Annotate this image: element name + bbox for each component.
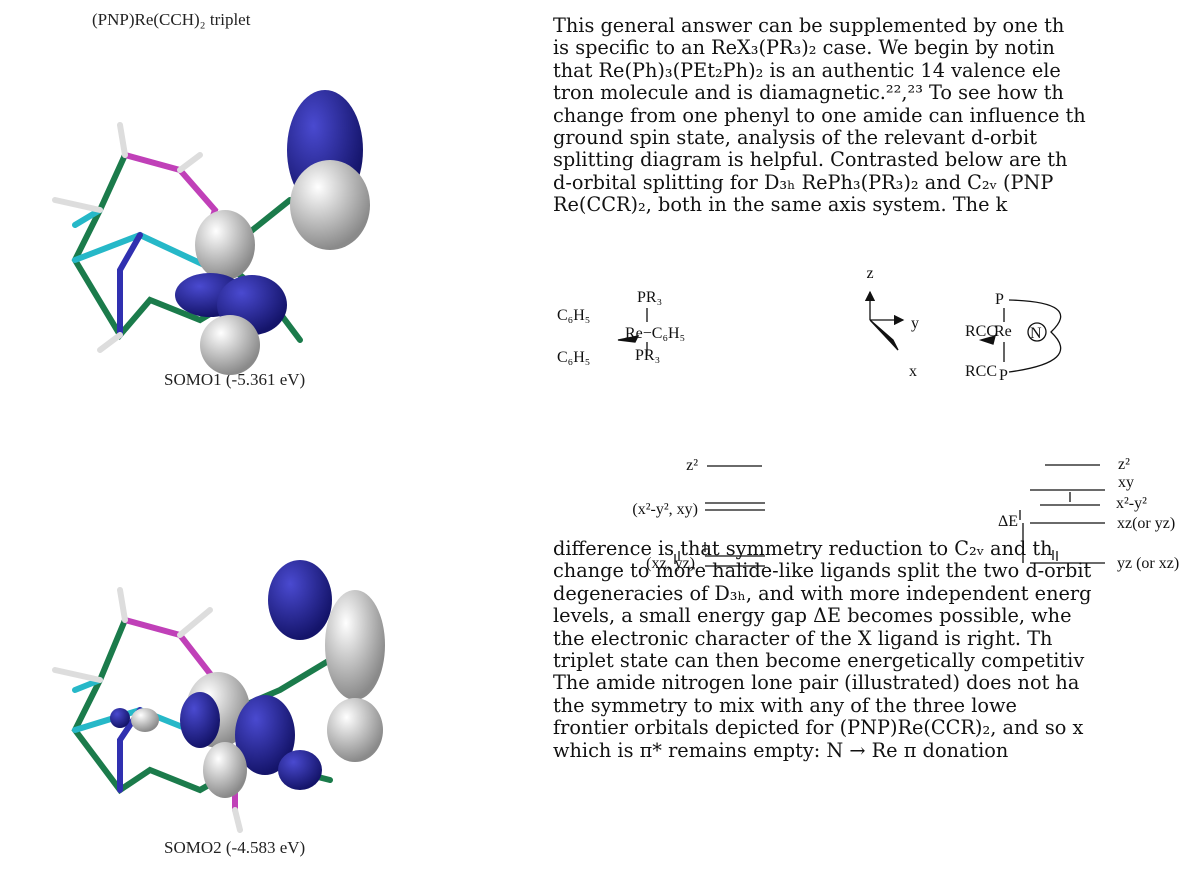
text-line: ground spin state, analysis of the relev… xyxy=(553,126,1037,149)
structure-label: PR₃ xyxy=(637,289,662,306)
text-line: frontier orbitals depicted for (PNP)Re(C… xyxy=(553,716,1083,739)
axis-label: y xyxy=(911,315,919,332)
structure-label: Re xyxy=(994,323,1012,340)
text-line: is specific to an ReX₃(PR₃)₂ case. We be… xyxy=(553,36,1055,59)
text-line: triplet state can then become energetica… xyxy=(553,649,1084,672)
text-line: levels, a small energy gap ΔE becomes po… xyxy=(553,604,1072,627)
orbital-images xyxy=(0,0,400,888)
structure-label: Re−C₆H₅ xyxy=(625,325,685,342)
text-line: degeneracies of D₃ₕ, and with more indep… xyxy=(553,582,1091,605)
text-line: This general answer can be supplemented … xyxy=(553,14,1064,37)
level-label: x²-y² xyxy=(1116,495,1147,512)
structure-label: C₆H₅ xyxy=(557,349,590,366)
level-label: yz (or xz) xyxy=(1117,555,1179,572)
text-line: d-orbital splitting for D₃ₕ RePh₃(PR₃)₂ … xyxy=(553,171,1053,194)
molecule-2 xyxy=(55,560,385,830)
text-line: tron molecule and is diamagnetic.²²,²³ T… xyxy=(553,81,1064,104)
level-label: (x²-y², xy) xyxy=(632,501,698,518)
text-line: The amide nitrogen lone pair (illustrate… xyxy=(553,671,1079,694)
level-label: z² xyxy=(686,457,698,474)
level-label: z² xyxy=(1118,456,1130,473)
structure-label: C₆H₅ xyxy=(557,307,590,324)
text-line: Re(CCR)₂, both in the same axis system. … xyxy=(553,193,1007,216)
structure-label: P xyxy=(995,291,1004,308)
level-label: xy xyxy=(1118,474,1134,491)
page: (PNP)Re(CCH)₂ triplet SOMO1 (-5.361 eV) … xyxy=(0,0,1193,888)
molecule-1 xyxy=(55,90,370,375)
structure-label: RCC xyxy=(965,363,997,380)
axis-label: z xyxy=(866,265,873,282)
text-line: that Re(Ph)₃(PEt₂Ph)₂ is an authentic 14… xyxy=(553,59,1061,82)
structure-label: RCC xyxy=(965,323,997,340)
axis-label: x xyxy=(909,363,917,380)
structure-label: PR₃ xyxy=(635,347,660,364)
level-label: xz(or yz) xyxy=(1117,515,1175,532)
structure-label: P xyxy=(999,367,1008,384)
structure-label: N xyxy=(1030,325,1042,342)
text-line: which is π* remains empty: N → Re π dona… xyxy=(553,739,1008,762)
gap-label: ΔE xyxy=(998,513,1018,530)
text-line: the symmetry to mix with any of the thre… xyxy=(553,694,1017,717)
level-label: (xz, yz) xyxy=(646,555,695,572)
text-line: splitting diagram is helpful. Contrasted… xyxy=(553,148,1067,171)
text-line: change from one phenyl to one amide can … xyxy=(553,104,1086,127)
text-line: the electronic character of the X ligand… xyxy=(553,627,1052,650)
